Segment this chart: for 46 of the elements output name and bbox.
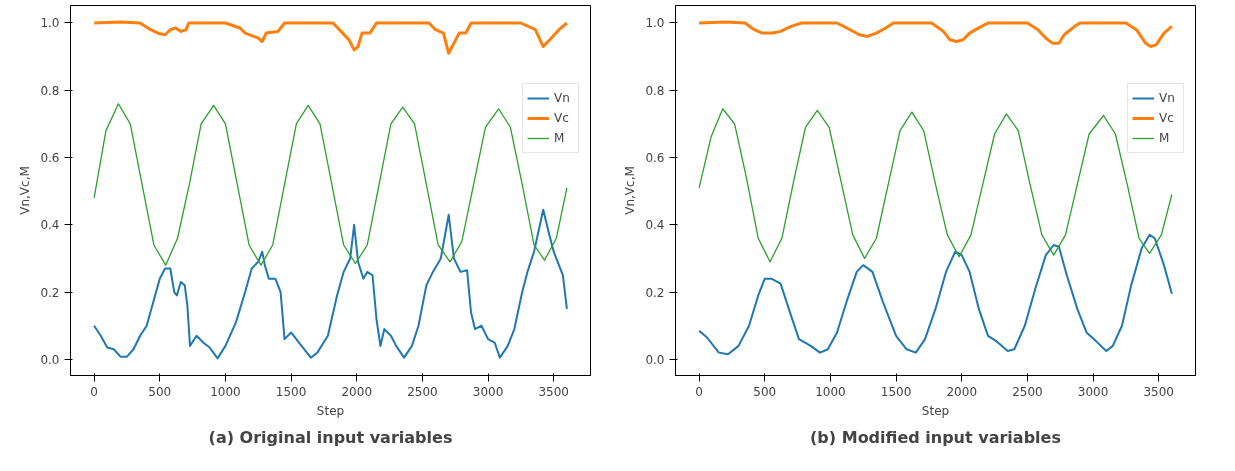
legend-label: Vn xyxy=(554,91,571,105)
legend-label: M xyxy=(1159,131,1171,145)
y-tick-label: 0.6 xyxy=(40,151,60,166)
legend-label: Vn xyxy=(1159,91,1176,105)
x-tick-label: 1000 xyxy=(210,384,241,399)
y-tick-label: 0.4 xyxy=(40,218,60,233)
x-tick-label: 2000 xyxy=(341,384,373,399)
y-tick-label: 0.0 xyxy=(40,352,60,367)
y-tick-label: 1.0 xyxy=(645,16,665,31)
x-tick-label: 1500 xyxy=(880,384,912,399)
line-series xyxy=(93,103,568,266)
x-tick-label: 500 xyxy=(148,384,172,399)
x-axis-title: Step xyxy=(921,403,950,418)
x-tick-label: 3000 xyxy=(472,384,504,399)
line-series xyxy=(93,208,568,360)
text: (a) Original input variables xyxy=(208,427,453,447)
x-axis-title: Step xyxy=(316,403,345,418)
x-tick-label: 3000 xyxy=(1077,384,1109,399)
x-tick-label: 2500 xyxy=(1012,384,1043,399)
y-axis-title: Vn,Vc,M xyxy=(18,166,33,215)
x-tick-label: 0 xyxy=(695,384,703,399)
line-series xyxy=(697,20,1174,49)
y-tick-label: 0.8 xyxy=(645,83,665,98)
line-series xyxy=(698,108,1173,263)
text: (b) Modified input variables xyxy=(810,427,1061,447)
x-tick-label: 500 xyxy=(753,384,777,399)
x-tick-label: 2500 xyxy=(407,384,438,399)
x-tick-label: 0 xyxy=(90,384,98,399)
legend-label: M xyxy=(554,131,566,145)
y-tick-label: 0.2 xyxy=(40,285,60,300)
legend-label: Vc xyxy=(1159,111,1175,125)
x-tick-label: 1500 xyxy=(275,384,307,399)
y-tick-label: 1.0 xyxy=(40,16,60,31)
line-series xyxy=(698,233,1173,356)
x-tick-label: 3500 xyxy=(538,384,570,399)
y-tick-label: 0.8 xyxy=(40,83,60,98)
line-series xyxy=(92,20,569,55)
y-axis-title: Vn,Vc,M xyxy=(623,166,638,215)
y-tick-label: 0.6 xyxy=(645,151,665,166)
y-tick-label: 0.4 xyxy=(645,218,665,233)
x-tick-label: 1000 xyxy=(815,384,846,399)
y-tick-label: 0.2 xyxy=(645,285,665,300)
legend-label: Vc xyxy=(554,111,570,125)
y-tick-label: 0.0 xyxy=(645,352,665,367)
x-tick-label: 3500 xyxy=(1143,384,1175,399)
x-tick-label: 2000 xyxy=(946,384,978,399)
